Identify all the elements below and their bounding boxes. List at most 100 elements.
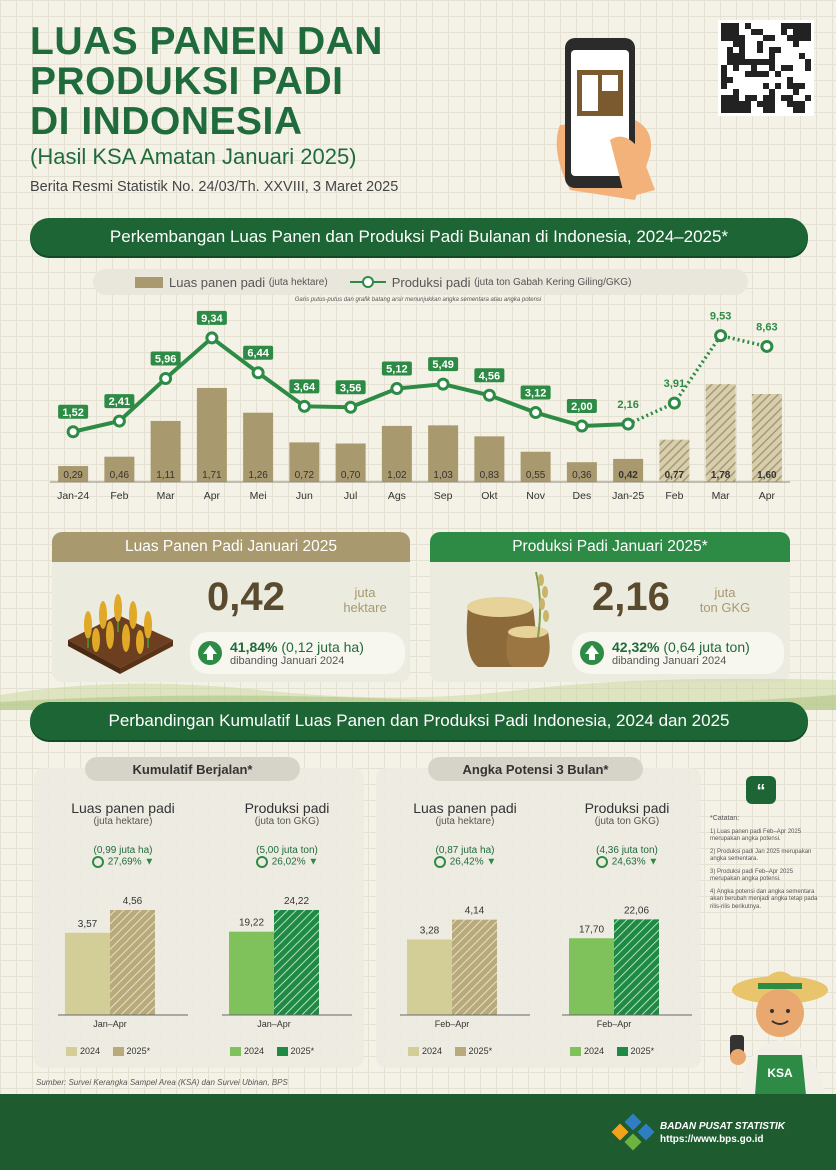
legend-2024-swatch bbox=[408, 1047, 419, 1057]
production-line-estimate bbox=[627, 333, 768, 426]
cumulative-production-chart: Produksi padi (juta ton GKG) (4,36 juta to… bbox=[552, 800, 702, 1060]
area-bar bbox=[751, 394, 782, 482]
production-label-box bbox=[150, 351, 181, 366]
area-growth-abs: (0,12 juta ha) bbox=[281, 639, 364, 655]
x-tick-label: Jun bbox=[296, 490, 313, 502]
production-point bbox=[297, 399, 311, 413]
quote-icon: “ bbox=[746, 776, 776, 804]
production-point bbox=[251, 366, 265, 380]
production-label-box bbox=[566, 399, 597, 413]
cumulative-area-chart: Luas panen padi (juta hektare) (0,99 juta … bbox=[48, 800, 198, 1060]
production-compare: dibanding Januari 2024 bbox=[612, 655, 727, 667]
production-point-label: 5,12 bbox=[386, 364, 407, 376]
area-bar bbox=[335, 443, 366, 482]
qr-code[interactable] bbox=[718, 20, 814, 116]
area-bar-label: 0,29 bbox=[63, 470, 83, 481]
area-bar-label: 1,26 bbox=[248, 470, 268, 481]
chart-note: Garis putus-putus dan grafik batang arsi… bbox=[294, 297, 542, 303]
area-bar-label: 0,55 bbox=[526, 470, 546, 481]
bps-url[interactable]: https://www.bps.go.id bbox=[660, 1134, 764, 1145]
production-point-label: 2,00 bbox=[571, 401, 592, 413]
production-label-box bbox=[58, 404, 89, 419]
cumulative-area-chart: Luas panen padi (juta hektare) (0,87 juta … bbox=[390, 800, 540, 1060]
area-compare: dibanding Januari 2024 bbox=[230, 655, 345, 667]
legend-2024-label: 2024 bbox=[80, 1046, 101, 1056]
panel-cumulative-pill: Kumulatif Berjalan* bbox=[85, 757, 300, 781]
legend-2025-swatch bbox=[454, 1047, 466, 1057]
area-bar-label: 0,70 bbox=[341, 470, 361, 481]
area-bar-label: 1,02 bbox=[387, 470, 407, 481]
x-tick-label: Nov bbox=[526, 490, 545, 502]
notes-heading: *Catatan: bbox=[710, 815, 740, 822]
production-label-box bbox=[289, 379, 320, 394]
bar-2025 bbox=[452, 919, 497, 1015]
area-unit: juta hektare bbox=[330, 585, 400, 615]
title-line-3: DI INDONESIA bbox=[30, 100, 303, 143]
x-tick-label: Jan-24 bbox=[57, 490, 89, 502]
legend-2025-label: 2025* bbox=[126, 1046, 151, 1056]
notes-block: *Catatan: 1) Luas panen padi Feb–Apr 202… bbox=[710, 815, 820, 911]
area-bar-label: 0,77 bbox=[665, 470, 685, 481]
source-text: Sumber: Survei Kerangka Sampel Area (KSA… bbox=[36, 1078, 288, 1087]
change-abs: (5,00 juta ton) bbox=[256, 845, 318, 856]
area-bar-label: 0,46 bbox=[110, 470, 130, 481]
production-point bbox=[159, 371, 173, 385]
panel-potential-pill: Angka Potensi 3 Bulan* bbox=[428, 757, 643, 781]
area-bar-label: 1,60 bbox=[757, 470, 777, 481]
up-circle-icon bbox=[595, 856, 608, 868]
change-pct: 27,69% ▼ bbox=[48, 856, 198, 868]
area-bar-label: 0,36 bbox=[572, 470, 592, 481]
legend-bar-label: Luas panen padi bbox=[169, 274, 266, 290]
legend-2025-swatch bbox=[616, 1047, 628, 1057]
bar-2024 bbox=[407, 939, 452, 1015]
page-subtitle: (Hasil KSA Amatan Januari 2025) bbox=[30, 144, 357, 169]
area-bar bbox=[659, 439, 690, 482]
rice-field-illustration bbox=[68, 594, 173, 674]
metric-unit: (juta ton GKG) bbox=[594, 816, 660, 827]
production-growth-pct: 42,32% bbox=[612, 639, 660, 655]
x-tick-label: Apr bbox=[759, 490, 776, 502]
bar-2025 bbox=[274, 910, 319, 1015]
cumulative-bars: 19,22 24,22 Jan–Apr bbox=[222, 896, 352, 1029]
note-item: 4) Angka potensi dan angka sementara aka… bbox=[710, 888, 818, 910]
up-arrow-icon bbox=[580, 641, 604, 665]
production-point-label: 2,41 bbox=[109, 396, 130, 408]
legend-line-unit: (juta ton Gabah Kering Giling/GKG) bbox=[474, 276, 632, 288]
area-bar bbox=[58, 466, 89, 482]
bar-2025-label: 4,14 bbox=[465, 906, 485, 917]
production-point-label: 1,52 bbox=[62, 407, 83, 419]
production-point-label: 5,49 bbox=[432, 359, 453, 371]
legend-2024-label: 2024 bbox=[422, 1046, 443, 1056]
area-card-title: Luas Panen Padi Januari 2025 bbox=[52, 532, 410, 562]
production-point bbox=[112, 414, 126, 428]
bar-2024-label: 19,22 bbox=[239, 918, 264, 929]
production-point bbox=[575, 419, 589, 433]
bar-2025-label: 24,22 bbox=[284, 896, 309, 907]
farmer-mascot: KSA bbox=[730, 971, 828, 1095]
change-pct: 24,63% ▼ bbox=[552, 856, 702, 868]
bar-2024-label: 3,28 bbox=[420, 925, 440, 936]
legend-2025-label: 2025* bbox=[468, 1046, 493, 1056]
x-tick-label: Des bbox=[573, 490, 592, 502]
production-point-label: 5,96 bbox=[155, 353, 176, 365]
x-tick-label: Jan-25 bbox=[612, 490, 644, 502]
change-abs: (4,36 juta ton) bbox=[596, 845, 658, 856]
area-growth: 41,84% (0,12 juta ha) dibanding Januari … bbox=[190, 632, 405, 674]
up-circle-icon bbox=[433, 856, 446, 868]
bps-name: BADAN PUSAT STATISTIK bbox=[660, 1121, 785, 1132]
page-title: LUAS PANEN DAN PRODUKSI PADI DI INDONESI… bbox=[30, 22, 500, 142]
rice-sack-illustration bbox=[466, 571, 550, 667]
area-bar-label: 0,42 bbox=[618, 470, 638, 481]
production-point-label: 2,16 bbox=[617, 399, 638, 411]
production-point-label: 3,56 bbox=[340, 382, 361, 394]
production-point-label: 8,63 bbox=[756, 321, 777, 333]
area-bar bbox=[150, 420, 181, 482]
production-point-label: 3,64 bbox=[294, 381, 316, 393]
production-point bbox=[714, 329, 728, 343]
metric-title: Luas panen padi bbox=[71, 800, 175, 816]
bar-legend: 2024 2025* bbox=[408, 1046, 493, 1057]
production-point bbox=[344, 400, 358, 414]
bar-2024 bbox=[229, 931, 274, 1015]
note-item: 2) Produksi padi Jan 2025 merupakan angk… bbox=[710, 848, 812, 863]
area-bar bbox=[243, 412, 274, 482]
